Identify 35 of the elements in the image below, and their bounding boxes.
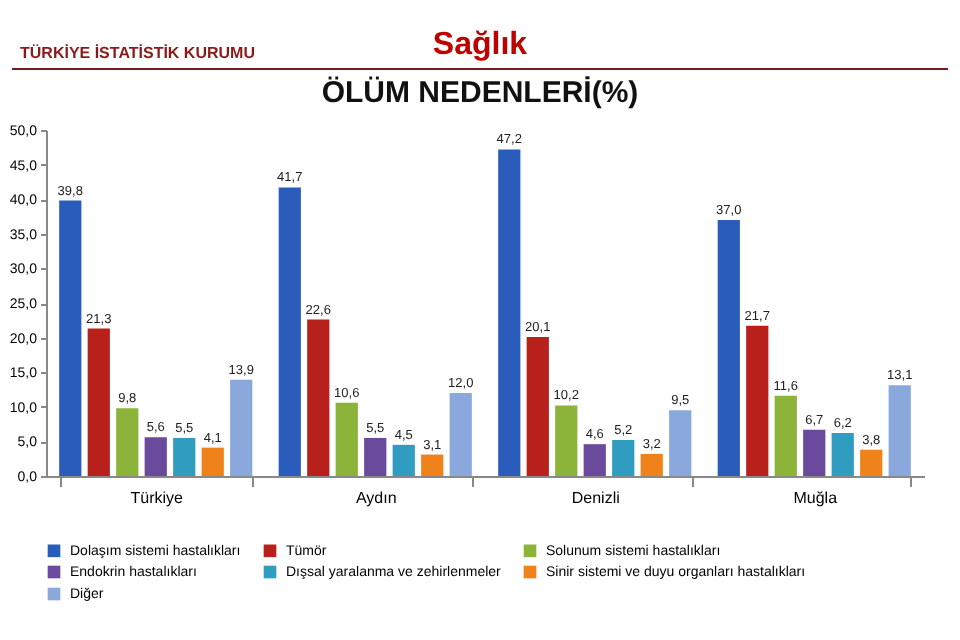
- bar: [888, 385, 911, 476]
- x-tick-label: Muğla: [793, 489, 839, 507]
- bar: [669, 410, 692, 476]
- bar: [421, 454, 444, 476]
- bar: [498, 149, 521, 476]
- x-tick-label: Aydın: [355, 489, 397, 507]
- bar: [803, 429, 826, 476]
- bar: [392, 444, 415, 476]
- bar: [612, 440, 635, 476]
- x-tick-label: Türkiye: [130, 489, 185, 507]
- bar: [144, 437, 167, 476]
- bar: [278, 187, 301, 476]
- bar: [307, 319, 330, 476]
- bar: [335, 402, 358, 476]
- bar: [87, 328, 110, 476]
- x-tick-label: Denizli: [571, 489, 621, 507]
- bar: [201, 447, 224, 476]
- bar: [449, 392, 472, 476]
- bar: [774, 395, 797, 476]
- text: TÜRKİYE İSTATİSTİK KURUMU: [20, 44, 255, 62]
- bar: [746, 325, 769, 476]
- bar: [526, 336, 549, 476]
- bar: [583, 444, 606, 476]
- bar: [640, 453, 663, 476]
- bar: [116, 408, 139, 476]
- bar: [555, 405, 578, 476]
- bar: [173, 437, 196, 476]
- bar: [831, 433, 854, 476]
- bar: [717, 219, 740, 476]
- bar: [364, 437, 387, 476]
- bar: [860, 449, 883, 476]
- chart-title: Sağlık: [432, 28, 528, 62]
- bar: [230, 379, 253, 476]
- chart-subtitle: ÖLÜM NEDENLERİ(%): [319, 76, 641, 110]
- bar: [59, 200, 82, 476]
